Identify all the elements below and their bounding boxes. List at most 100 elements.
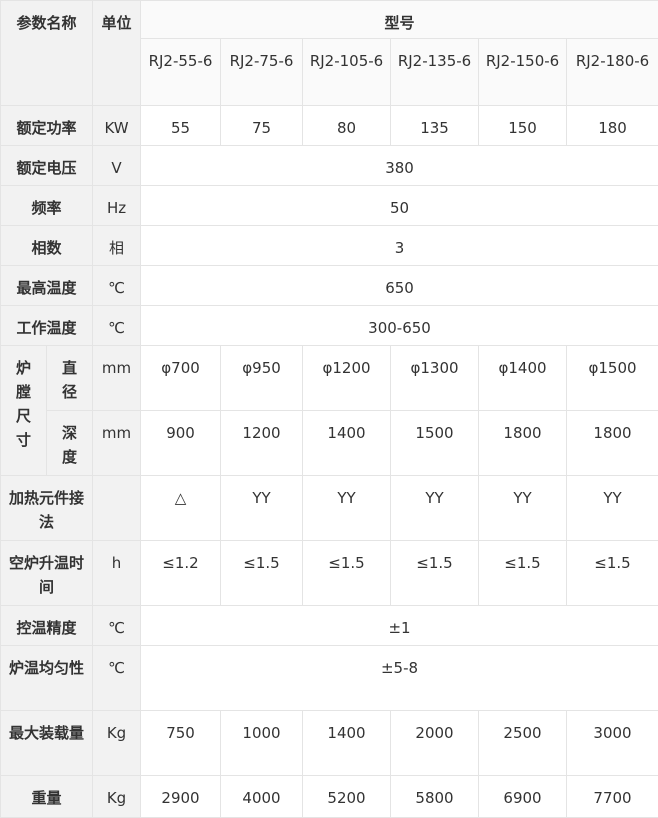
cell-value: 80 [303,106,391,146]
chamber-label: 炉膛尺寸 [1,346,47,476]
row-label: 工作温度 [1,306,93,346]
row-unit: ℃ [93,266,141,306]
cell-value: ≤1.5 [221,541,303,606]
cell-value: 2900 [141,776,221,818]
header-model: 型号 [141,1,658,39]
row-unit: KW [93,106,141,146]
row-label: 深度 [47,411,93,476]
cell-value: ≤1.5 [479,541,567,606]
merged-value: 50 [141,186,658,226]
cell-value: 180 [567,106,658,146]
row-label: 控温精度 [1,606,93,646]
row-unit: Kg [93,776,141,818]
merged-value: 3 [141,226,658,266]
cell-value: 1200 [221,411,303,476]
row-unit: ℃ [93,306,141,346]
cell-value: φ1200 [303,346,391,411]
table-row: 炉温均匀性℃±5-8 [1,646,658,711]
cell-value: 750 [141,711,221,776]
merged-value: 300-650 [141,306,658,346]
cell-value: 5800 [391,776,479,818]
row-label: 炉温均匀性 [1,646,93,711]
cell-value: 3000 [567,711,658,776]
table-row: 控温精度℃±1 [1,606,658,646]
cell-value: φ700 [141,346,221,411]
cell-value: YY [221,476,303,541]
cell-value: 6900 [479,776,567,818]
model-header: RJ2-135-6 [391,39,479,106]
row-unit [93,476,141,541]
cell-value: ≤1.2 [141,541,221,606]
header-param: 参数名称 [1,1,93,106]
cell-value: ≤1.5 [567,541,658,606]
row-unit: h [93,541,141,606]
cell-value: △ [141,476,221,541]
row-unit: mm [93,346,141,411]
row-unit: ℃ [93,646,141,711]
header-unit: 单位 [93,1,141,106]
cell-value: 150 [479,106,567,146]
cell-value: 900 [141,411,221,476]
model-header: RJ2-180-6 [567,39,658,106]
row-unit: Kg [93,711,141,776]
cell-value: 4000 [221,776,303,818]
row-unit: ℃ [93,606,141,646]
model-header: RJ2-150-6 [479,39,567,106]
cell-value: φ1400 [479,346,567,411]
cell-value: φ1300 [391,346,479,411]
cell-value: 1500 [391,411,479,476]
row-label: 额定电压 [1,146,93,186]
cell-value: ≤1.5 [303,541,391,606]
cell-value: 1400 [303,711,391,776]
cell-value: 1800 [479,411,567,476]
row-label: 最高温度 [1,266,93,306]
cell-value: 2500 [479,711,567,776]
row-label: 相数 [1,226,93,266]
cell-value: 5200 [303,776,391,818]
model-header: RJ2-105-6 [303,39,391,106]
row-label: 空炉升温时间 [1,541,93,606]
row-unit: 相 [93,226,141,266]
row-label: 加热元件接法 [1,476,93,541]
model-header: RJ2-55-6 [141,39,221,106]
merged-value: ±5-8 [141,646,658,711]
cell-value: 55 [141,106,221,146]
merged-value: ±1 [141,606,658,646]
cell-value: YY [303,476,391,541]
cell-value: 135 [391,106,479,146]
cell-value: 1800 [567,411,658,476]
cell-value: YY [567,476,658,541]
cell-value: ≤1.5 [391,541,479,606]
row-unit: Hz [93,186,141,226]
row-label: 重量 [1,776,93,818]
cell-value: 1400 [303,411,391,476]
cell-value: 75 [221,106,303,146]
row-label: 最大装载量 [1,711,93,776]
model-header: RJ2-75-6 [221,39,303,106]
cell-value: YY [479,476,567,541]
row-label: 额定功率 [1,106,93,146]
row-label: 频率 [1,186,93,226]
cell-value: 2000 [391,711,479,776]
cell-value: 7700 [567,776,658,818]
cell-value: φ950 [221,346,303,411]
merged-value: 380 [141,146,658,186]
row-unit: mm [93,411,141,476]
row-label: 直径 [47,346,93,411]
cell-value: YY [391,476,479,541]
merged-value: 650 [141,266,658,306]
cell-value: φ1500 [567,346,658,411]
